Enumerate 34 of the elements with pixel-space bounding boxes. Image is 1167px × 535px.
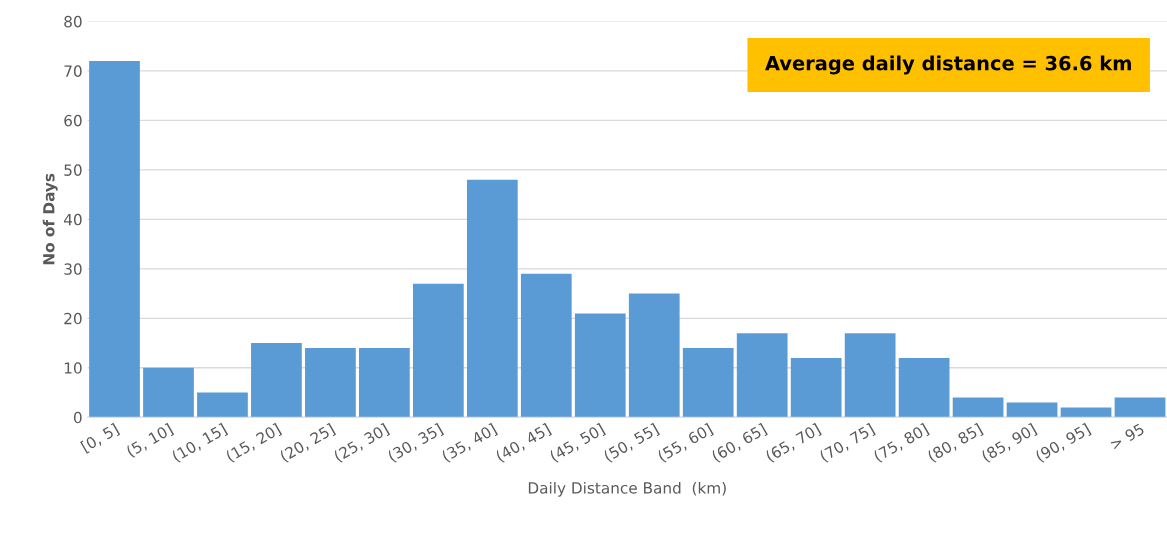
y-tick-label: 30	[64, 263, 82, 275]
y-tick-label: 50	[64, 164, 82, 176]
bar	[790, 357, 842, 418]
bar	[89, 60, 140, 418]
bar	[520, 273, 572, 418]
bar	[1006, 402, 1058, 418]
bar	[251, 343, 302, 418]
y-tick-label: 70	[64, 65, 82, 77]
y-tick-label: 60	[64, 114, 82, 127]
bar	[898, 357, 950, 418]
x-tick-label: [0, 5]	[80, 422, 121, 454]
y-tick-label: 0	[73, 411, 82, 424]
y-axis-title: No of Days	[42, 173, 58, 265]
y-tick-label: 10	[64, 362, 82, 374]
bar	[466, 179, 518, 418]
bar	[197, 392, 248, 418]
bar	[412, 283, 464, 418]
bar	[574, 313, 626, 418]
bar	[952, 397, 1004, 418]
y-tick-label: 40	[63, 213, 82, 226]
bar	[628, 293, 680, 418]
bar	[844, 333, 896, 418]
x-axis-title: Daily Distance Band (km)	[528, 481, 726, 497]
bar	[1060, 407, 1112, 418]
y-tick-label: 80	[64, 15, 82, 28]
annotation: Average daily distance = 36.6 km	[765, 55, 1131, 75]
bar	[736, 333, 788, 418]
y-tick-label: 20	[64, 312, 82, 325]
bar	[143, 367, 194, 418]
bar	[682, 348, 734, 418]
bar	[1114, 397, 1166, 418]
bar	[359, 348, 410, 418]
bar	[305, 348, 356, 418]
x-tick-label: > 95	[1109, 423, 1145, 451]
